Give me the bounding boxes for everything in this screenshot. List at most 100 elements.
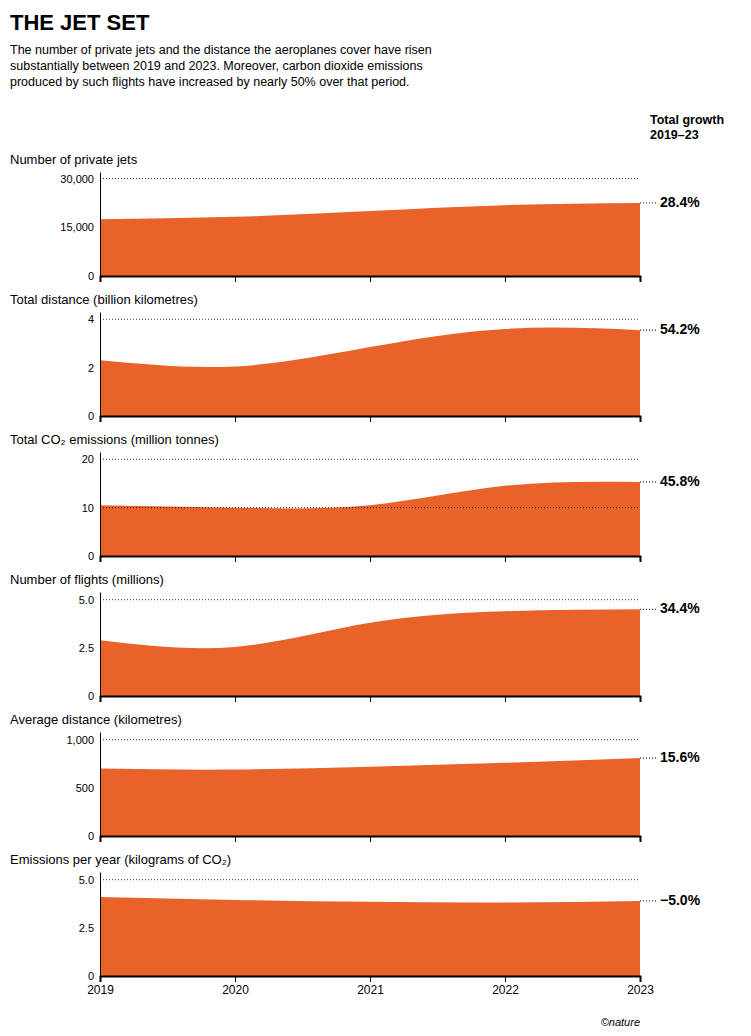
title: THE JET SET — [10, 10, 150, 35]
chart-title: Total CO₂ emissions (million tonnes) — [10, 432, 219, 447]
annotation-connector — [640, 330, 656, 331]
x-tick — [505, 416, 506, 422]
plot-area — [100, 459, 640, 556]
x-tick — [640, 836, 641, 842]
x-tick-mark — [640, 556, 641, 562]
y-tick-label: 2 — [88, 362, 94, 374]
y-tick: 20 — [82, 453, 100, 465]
x-tick-label: 2022 — [492, 983, 519, 997]
y-tick: 0 — [88, 970, 100, 982]
y-tick: 0 — [88, 830, 100, 842]
x-tick — [100, 276, 101, 282]
y-axis-line — [100, 873, 101, 977]
y-tick: 500 — [76, 782, 100, 794]
x-tick-mark — [505, 696, 506, 702]
x-tick-label: 2019 — [87, 983, 114, 997]
y-tick-label: 0 — [88, 270, 94, 282]
credit: ©nature — [601, 1016, 640, 1028]
annotation: −5.0% — [660, 892, 701, 908]
x-tick — [640, 416, 641, 422]
x-tick-mark — [640, 416, 641, 422]
y-axis-line — [100, 733, 101, 837]
x-tick-mark — [640, 836, 641, 842]
chart-root: THE JET SET The number of private jets an… — [0, 0, 751, 1036]
x-axis — [101, 836, 641, 842]
y-tick: 0 — [88, 690, 100, 702]
x-axis — [101, 696, 641, 702]
y-axis: 0 2 4 — [88, 313, 101, 423]
x-tick-mark — [640, 696, 641, 702]
x-tick-mark — [370, 556, 371, 562]
x-axis-line — [101, 417, 641, 423]
panel: Emissions per year (kilograms of CO₂)02.… — [10, 852, 701, 997]
y-axis: 0 2.5 5.0 — [79, 873, 101, 983]
x-tick-mark — [235, 696, 236, 702]
x-tick — [505, 276, 506, 282]
x-tick — [235, 696, 236, 702]
x-tick-mark — [235, 976, 236, 982]
annotation-connector — [640, 900, 656, 901]
y-axis-line — [100, 313, 101, 417]
y-tick-label: 5.0 — [79, 874, 94, 886]
y-tick-label: 0 — [88, 830, 94, 842]
reference-line — [100, 459, 640, 460]
plot-area — [100, 600, 640, 696]
x-tick-mark — [370, 976, 371, 982]
x-tick-label: 2023 — [627, 983, 654, 997]
plot-area — [100, 179, 640, 277]
y-tick-label: 0 — [88, 410, 94, 422]
area — [100, 203, 640, 276]
y-tick: 10 — [82, 502, 100, 514]
area — [100, 609, 640, 696]
x-tick — [235, 836, 236, 842]
x-tick: 2023 — [627, 976, 654, 997]
growth-header: Total growth2019–23 — [650, 113, 724, 142]
x-tick — [640, 556, 641, 562]
y-tick-label: 20 — [82, 453, 94, 465]
x-tick — [235, 276, 236, 282]
x-axis — [101, 556, 641, 562]
chart-title: Total distance (billion kilometres) — [10, 292, 198, 307]
x-tick-mark — [505, 976, 506, 982]
x-tick-mark — [505, 836, 506, 842]
x-tick — [100, 696, 101, 702]
plot-area — [100, 880, 640, 976]
annotation: 45.8% — [660, 473, 700, 489]
x-axis: 2019 2020 2021 2022 2023 — [87, 976, 654, 997]
y-tick: 2.5 — [79, 922, 100, 934]
annotation-connector — [640, 481, 656, 482]
x-tick — [370, 276, 371, 282]
x-tick — [100, 836, 101, 842]
y-tick-label: 4 — [88, 313, 94, 325]
y-tick-label: 0 — [88, 550, 94, 562]
x-tick — [505, 556, 506, 562]
x-tick — [370, 556, 371, 562]
plot-area — [100, 740, 640, 836]
x-tick: 2021 — [357, 976, 384, 997]
subtitle: The number of private jets and the dista… — [10, 43, 432, 89]
x-tick-mark — [235, 276, 236, 282]
x-tick-mark — [100, 836, 101, 842]
reference-line — [100, 178, 640, 179]
x-tick: 2020 — [222, 976, 249, 997]
x-tick — [640, 696, 641, 702]
y-tick-label: 0 — [88, 970, 94, 982]
x-axis-line — [101, 277, 641, 283]
y-tick-label: 30,000 — [60, 173, 94, 185]
annotation: 28.4% — [660, 194, 700, 210]
y-tick: 0 — [88, 550, 100, 562]
annotation: 15.6% — [660, 749, 700, 765]
x-tick-mark — [100, 276, 101, 282]
x-tick-mark — [370, 416, 371, 422]
x-tick — [235, 556, 236, 562]
area — [100, 758, 640, 836]
x-tick-mark — [100, 416, 101, 422]
x-tick-mark — [640, 976, 641, 982]
x-tick-label: 2020 — [222, 983, 249, 997]
x-tick — [370, 696, 371, 702]
y-tick: 30,000 — [60, 173, 100, 185]
x-tick-mark — [235, 556, 236, 562]
y-tick-label: 0 — [88, 690, 94, 702]
area — [100, 897, 640, 976]
y-tick-label: 10 — [82, 502, 94, 514]
